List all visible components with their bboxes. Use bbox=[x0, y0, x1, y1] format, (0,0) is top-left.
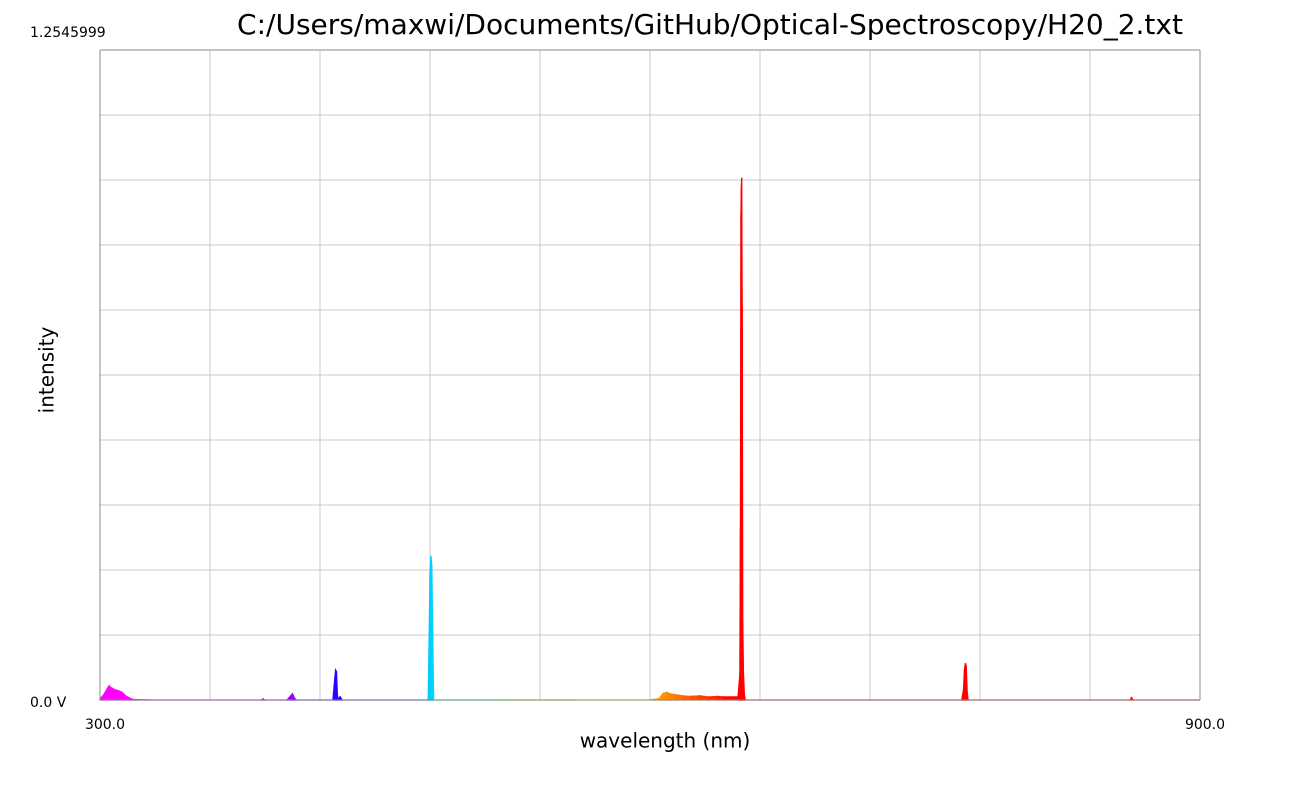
spectrum-segment bbox=[744, 695, 745, 700]
spectrum-segment bbox=[690, 696, 699, 700]
spectrum-segment bbox=[700, 696, 709, 700]
spectrum-segment bbox=[683, 696, 690, 700]
axes: 0.0 V 1.2545999 300.0 900.0 bbox=[30, 25, 1225, 733]
spectrum-segment bbox=[340, 696, 342, 700]
chart-title: C:/Users/maxwi/Documents/GitHub/Optical-… bbox=[237, 8, 1183, 41]
y-tick-label: 0.0 V bbox=[30, 695, 67, 711]
x-axis-label: wavelength (nm) bbox=[580, 729, 751, 753]
spectrum-segment bbox=[676, 695, 683, 700]
spectrum-segment bbox=[718, 696, 724, 700]
x-tick-label: 900.0 bbox=[1185, 717, 1225, 733]
spectrum-segment bbox=[967, 691, 968, 700]
spectrum-segment bbox=[433, 633, 434, 700]
y-axis-label: intensity bbox=[35, 326, 59, 413]
x-tick-label: 300.0 bbox=[85, 717, 125, 733]
y-tick-label: 1.2545999 bbox=[30, 25, 106, 41]
spectrum-segment bbox=[709, 696, 718, 700]
spectrum-segment bbox=[670, 694, 676, 700]
grid bbox=[100, 50, 1200, 700]
